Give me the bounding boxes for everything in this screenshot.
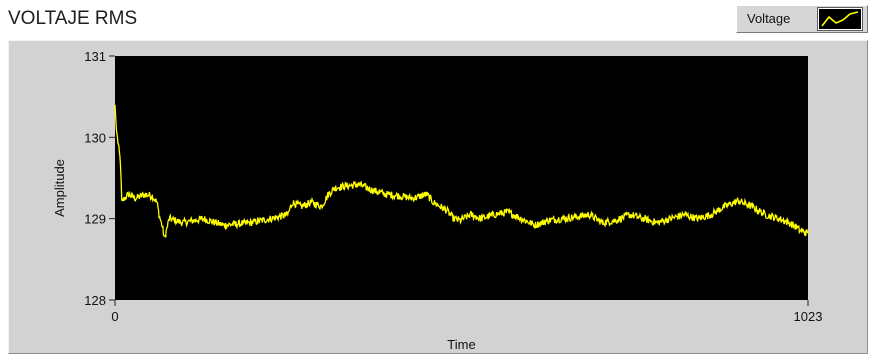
x-axis-ticks: 0 1023 — [111, 300, 822, 324]
legend-swatch-graphic — [819, 9, 861, 29]
waveform-plot-icon[interactable] — [817, 7, 863, 31]
plot-legend[interactable]: Voltage — [736, 5, 868, 33]
y-axis-label: Amplitude — [52, 159, 67, 217]
y-tick-label: 129 — [84, 212, 106, 227]
legend-series-label: Voltage — [747, 11, 791, 26]
plot-area[interactable] — [115, 56, 808, 300]
x-tick-label: 0 — [111, 309, 118, 324]
x-tick-label: 1023 — [794, 309, 823, 324]
y-tick-label: 130 — [84, 130, 106, 145]
y-tick-label: 131 — [84, 49, 106, 64]
y-axis-ticks: 128 129 130 131 — [84, 49, 115, 308]
y-tick-label: 128 — [84, 293, 106, 308]
graph-title: VOLTAJE RMS — [8, 8, 138, 29]
x-axis-label: Time — [447, 337, 475, 352]
voltage-trace — [114, 104, 809, 238]
